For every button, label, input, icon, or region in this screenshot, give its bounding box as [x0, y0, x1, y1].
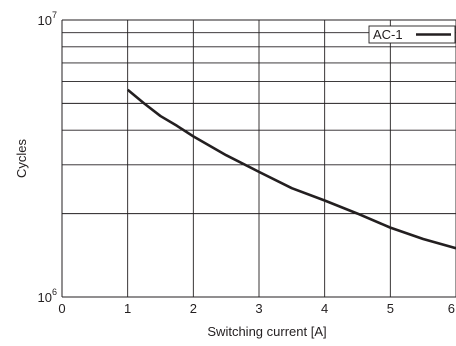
- x-tick-label: 5: [387, 301, 394, 316]
- x-tick-label: 1: [124, 301, 131, 316]
- legend-box: [368, 25, 456, 44]
- x-tick-label: 0: [58, 301, 65, 316]
- axes: [61, 19, 456, 298]
- y-tick-label: 10: [38, 290, 52, 305]
- y-tick-label-exponent: 7: [52, 10, 57, 20]
- legend: AC-1: [368, 25, 456, 44]
- grid: [62, 20, 456, 297]
- x-tick-label: 6: [448, 301, 455, 316]
- y-axis-title: Cycles: [14, 139, 29, 179]
- y-tick-label: 10: [38, 13, 52, 28]
- x-tick-label: 3: [255, 301, 262, 316]
- legend-label: AC-1: [373, 27, 403, 42]
- x-axis-title: Switching current [A]: [207, 324, 326, 339]
- series-layer: [126, 88, 456, 250]
- x-tick-label: 4: [321, 301, 328, 316]
- y-tick-label-exponent: 6: [52, 287, 57, 297]
- series-line: [126, 88, 456, 250]
- x-tick-label: 2: [190, 301, 197, 316]
